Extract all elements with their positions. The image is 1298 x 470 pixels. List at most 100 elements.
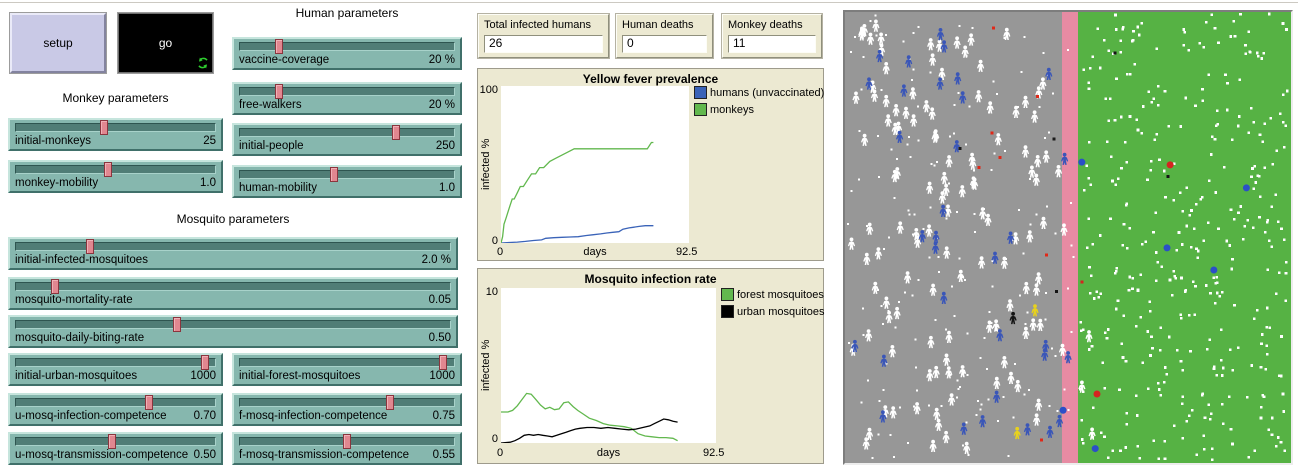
monitor-value: 26: [484, 35, 603, 53]
slider-track[interactable]: [239, 39, 455, 54]
forest-mosquito: [1260, 342, 1263, 346]
slider-track[interactable]: [15, 395, 216, 410]
slider-monkey-mobility[interactable]: monkey-mobility 1.0: [8, 160, 223, 193]
slider-track[interactable]: [239, 395, 455, 410]
urban-mosquito: [902, 40, 905, 43]
slider-handle[interactable]: [99, 120, 108, 135]
slider-initial-people[interactable]: initial-people 250: [232, 123, 462, 156]
mosquito-parameters-heading: Mosquito parameters: [176, 212, 290, 226]
forest-mosquito: [1173, 424, 1176, 428]
slider-f-mosq-transmission-competence[interactable]: f-mosq-transmission-competence 0.55: [232, 432, 462, 465]
slider-handle[interactable]: [439, 355, 448, 370]
forest-mosquito: [1259, 416, 1263, 420]
urban-mosquito: [894, 326, 897, 329]
slider-initial-infected-mosquitoes[interactable]: initial-infected-mosquitoes 2.0 %: [8, 237, 458, 270]
urban-mosquito: [917, 105, 920, 108]
forest-mosquito: [1204, 284, 1208, 287]
forest-mosquito: [1155, 133, 1158, 136]
slider-track[interactable]: [239, 434, 455, 449]
slider-handle[interactable]: [107, 434, 116, 449]
slider-track[interactable]: [15, 120, 216, 135]
slider-track[interactable]: [15, 317, 451, 332]
forest-mosquito: [1141, 361, 1144, 364]
slider-track[interactable]: [239, 125, 455, 140]
slider-handle[interactable]: [85, 239, 94, 254]
forest-mosquito: [1163, 89, 1167, 93]
forest-mosquito: [1202, 239, 1206, 243]
forest-mosquito: [1203, 416, 1207, 419]
slider-handle[interactable]: [172, 317, 181, 332]
slider-track[interactable]: [239, 355, 455, 370]
urban-mosquito: [1052, 92, 1055, 95]
forest-mosquito: [1114, 28, 1118, 31]
slider-handle[interactable]: [385, 395, 394, 410]
slider-handle[interactable]: [145, 395, 154, 410]
forest-mosquito: [1131, 276, 1135, 280]
slider-initial-urban-mosquitoes[interactable]: initial-urban-mosquitoes 1000: [8, 353, 223, 386]
forest-mosquito: [1195, 453, 1198, 457]
forest-mosquito: [1267, 239, 1271, 243]
legend-label: urban mosquitoes: [737, 305, 825, 318]
slider-mosquito-daily-biting-rate[interactable]: mosquito-daily-biting-rate 0.50: [8, 315, 458, 348]
forest-mosquito: [1215, 124, 1218, 128]
forest-mosquito: [1252, 120, 1256, 124]
forest-mosquito: [1128, 275, 1131, 279]
forest-mosquito: [1252, 187, 1255, 191]
forest-mosquito: [1218, 295, 1221, 298]
slider-vaccine-coverage[interactable]: vaccine-coverage 20 %: [232, 37, 462, 70]
forest-mosquito: [1172, 270, 1176, 273]
urban-mosquito: [915, 389, 918, 392]
slider-track[interactable]: [15, 239, 451, 254]
forever-icon: [198, 57, 208, 69]
slider-u-mosq-infection-competence[interactable]: u-mosq-infection-competence 0.70: [8, 393, 223, 426]
forest-mosquito: [1109, 217, 1112, 220]
slider-handle[interactable]: [330, 167, 339, 182]
slider-handle[interactable]: [103, 162, 112, 177]
forest-mosquito: [1210, 458, 1214, 462]
setup-button[interactable]: setup: [10, 13, 106, 73]
forest-mosquito: [1152, 97, 1156, 100]
forest-mosquito: [1265, 306, 1269, 310]
forest-mosquito: [1160, 265, 1163, 269]
slider-initial-forest-mosquitoes[interactable]: initial-forest-mosquitoes 1000: [232, 353, 462, 386]
slider-handle[interactable]: [51, 279, 60, 294]
slider-handle[interactable]: [201, 355, 210, 370]
forest-mosquito: [1225, 239, 1229, 243]
slider-free-walkers[interactable]: free-walkers 20 %: [232, 82, 462, 115]
urban-mosquito: [955, 210, 958, 213]
slider-track[interactable]: [239, 84, 455, 99]
slider-track[interactable]: [15, 279, 451, 294]
slider-handle[interactable]: [274, 84, 283, 99]
forest-mosquito: [1210, 135, 1214, 138]
urban-mosquito: [858, 178, 861, 181]
urban-mosquito: [993, 152, 996, 155]
forest-mosquito: [1202, 45, 1205, 49]
slider-u-mosq-transmission-competence[interactable]: u-mosq-transmission-competence 0.50: [8, 432, 223, 465]
forest-mosquito: [1181, 395, 1184, 399]
slider-track[interactable]: [15, 434, 216, 449]
forest-mosquito: [1257, 174, 1261, 178]
forest-mosquito: [1156, 85, 1160, 88]
slider-track[interactable]: [15, 162, 216, 177]
forest-black-dot: [1054, 290, 1058, 294]
slider-initial-monkeys[interactable]: initial-monkeys 25: [8, 118, 223, 151]
slider-handle[interactable]: [274, 39, 283, 54]
forest-mosquito: [1215, 373, 1219, 377]
urban-mosquito: [917, 139, 920, 142]
slider-track[interactable]: [239, 167, 455, 182]
forest-mosquito: [1263, 166, 1267, 170]
slider-handle[interactable]: [343, 434, 351, 449]
slider-mosquito-mortality-rate[interactable]: mosquito-mortality-rate 0.05: [8, 277, 458, 310]
urban-mosquito: [1046, 205, 1049, 208]
forest-mosquito: [1122, 223, 1126, 226]
slider-value: 25: [203, 135, 216, 147]
slider-human-mobility[interactable]: human-mobility 1.0: [232, 165, 462, 198]
urban-mosquito: [1048, 405, 1051, 408]
monitor-human-deaths: Human deaths 0: [616, 14, 713, 58]
urban-infected-mosquito: [990, 131, 994, 135]
go-button[interactable]: go: [118, 13, 213, 73]
slider-handle[interactable]: [392, 125, 401, 140]
slider-f-mosq-infection-competence[interactable]: f-mosq-infection-competence 0.75: [232, 393, 462, 426]
slider-track[interactable]: [15, 355, 216, 370]
urban-mosquito: [980, 403, 983, 406]
